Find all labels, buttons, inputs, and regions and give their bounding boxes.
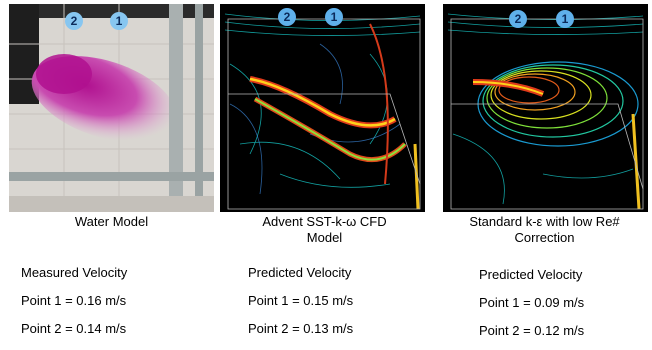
- velocity-heading: Predicted Velocity: [479, 267, 583, 282]
- k-epsilon-contour-image: 2 1: [443, 4, 648, 212]
- water-model-image: 2 1: [9, 4, 214, 212]
- point-2-velocity: Point 2 = 0.13 m/s: [248, 321, 354, 336]
- point-1-velocity: Point 1 = 0.16 m/s: [21, 293, 127, 308]
- sst-cfd-column: Advent SST-k-ω CFD Model Predicted Veloc…: [217, 214, 432, 348]
- water-model-caption: Water Model: [4, 214, 219, 250]
- point-2-marker: 2: [65, 12, 83, 30]
- point-2-velocity: Point 2 = 0.12 m/s: [479, 323, 585, 338]
- velocity-heading: Measured Velocity: [21, 265, 128, 280]
- k-epsilon-column: Standard k-ε with low Re# Correction Pre…: [437, 214, 652, 350]
- caption-line-1: Standard k-ε with low Re#: [469, 214, 620, 229]
- point-1-marker: 1: [110, 12, 128, 30]
- velocity-heading: Predicted Velocity: [248, 265, 352, 280]
- sst-cfd-contour-image: 2 1: [220, 4, 425, 212]
- water-model-photo: [9, 4, 214, 212]
- water-model-column: Water Model Measured Velocity Point 1 = …: [4, 214, 219, 348]
- k-epsilon-caption: Standard k-ε with low Re# Correction: [437, 214, 652, 250]
- sst-cfd-contour-plot: [220, 4, 425, 212]
- point-2-marker: 2: [509, 10, 527, 28]
- caption-line-1: Water Model: [74, 214, 149, 229]
- point-1-marker: 1: [556, 10, 574, 28]
- point-2-velocity: Point 2 = 0.14 m/s: [21, 321, 127, 336]
- caption-line-2: Model: [306, 230, 343, 245]
- point-1-velocity: Point 1 = 0.15 m/s: [248, 293, 354, 308]
- caption-line-2: Correction: [514, 230, 575, 245]
- k-epsilon-contour-plot: [443, 4, 648, 212]
- point-1-velocity: Point 1 = 0.09 m/s: [479, 295, 585, 310]
- sst-cfd-caption: Advent SST-k-ω CFD Model: [217, 214, 432, 250]
- caption-line-1: Advent SST-k-ω CFD: [262, 214, 387, 229]
- point-1-marker: 1: [325, 8, 343, 26]
- point-2-marker: 2: [278, 8, 296, 26]
